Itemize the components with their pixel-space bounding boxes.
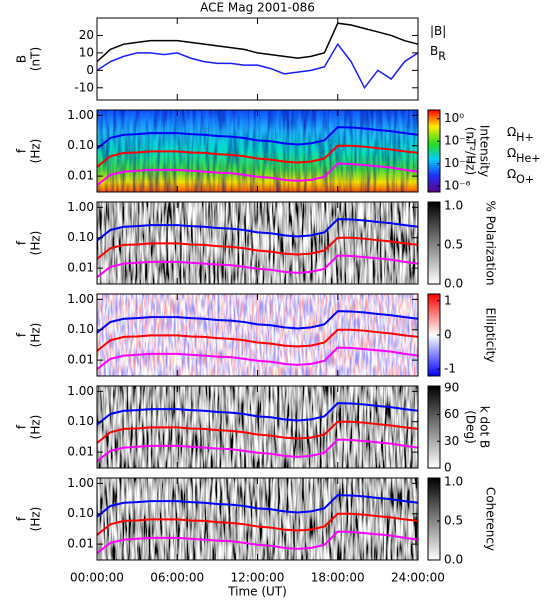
legend-entry: ΩHe+ [507,146,541,165]
y-tick-label: 0.01 [67,353,94,367]
y-tick-label: -10 [74,80,94,94]
y-tick-label: 0.10 [67,138,94,152]
y-tick-label: 1.00 [67,476,94,490]
y-unit: (Hz) [29,139,43,164]
gyrofrequency-line [96,310,419,334]
y-label: B [15,55,29,63]
y-unit: (Hz) [29,507,43,532]
y-tick-label: 0.10 [67,230,94,244]
colorbar-unit: (Deg) [464,410,478,444]
colorbar-tick-label: 10⁰ [444,111,464,125]
y-tick-label: 0.01 [67,537,94,551]
legend-entry: BR [430,44,446,63]
colorbar-tick-label: 60 [444,407,459,421]
y-unit: (nT) [29,47,43,71]
colorbar-tick-label: 1.0 [444,474,463,488]
legend-entry-sub: He+ [516,152,540,165]
gyrofrequency-line [96,144,419,168]
colorbar-label: % Polarization [484,201,498,286]
gyrofrequency-line [96,218,419,242]
gyrofrequency-line [96,236,419,260]
colorbar-tick-label: 1.0 [444,198,463,212]
colorbar-tick-label: 90 [444,380,459,394]
gyrofrequency-line [96,420,419,444]
colorbar-tick-label: 1 [444,293,452,307]
gyrofrequency-line [96,402,419,426]
y-tick-label: 0.01 [67,261,94,275]
y-unit: (Hz) [29,323,43,348]
colorbar [427,201,441,285]
colorbar-tick-label: 10⁻⁴ [444,156,471,170]
y-tick-label: 20 [79,28,94,42]
y-label: f [15,148,29,153]
gyrofrequency-line [96,346,419,371]
legend-entry-main: Ω [507,125,516,139]
legend-entry: ΩH+ [507,125,534,144]
gyrofrequency-line [96,438,419,463]
colorbar-tick-label: -1 [444,362,456,376]
legend-entry-main: Ω [507,167,516,181]
colorbar-tick-label: 10⁻² [444,134,471,148]
colorbar-tick-label: 30 [444,434,459,448]
colorbar [427,385,441,469]
x-tick-label: 06:00:00 [150,571,204,585]
legend-entry: ΩO+ [507,167,534,186]
colorbar-label: Coherency [484,487,498,551]
y-unit: (Hz) [29,231,43,256]
legend-entry-main: |B| [430,24,446,38]
gyrofrequency-line [96,254,419,279]
y-unit: (Hz) [29,415,43,440]
y-label: f [15,516,29,521]
data-line [96,22,419,63]
colorbar-tick-label: 0.5 [444,237,463,251]
gyrofrequency-line [96,530,419,555]
colorbar [427,477,441,561]
y-tick-label: 0.10 [67,414,94,428]
legend-entry-sub: R [438,50,446,63]
gyrofrequency-line [96,328,419,352]
colorbar-unit: (nT²/Hz) [464,127,478,175]
y-tick-label: 1.00 [67,384,94,398]
y-tick-label: 1.00 [67,108,94,122]
legend-entry-main: B [430,44,438,58]
x-label: Time (UT) [227,585,287,599]
y-label: f [15,332,29,337]
y-label: f [15,240,29,245]
gyrofrequency-line [96,512,419,536]
colorbar-tick-label: 0 [444,461,452,475]
y-tick-label: 1.00 [67,200,94,214]
y-tick-label: 0 [86,63,94,77]
y-tick-label: 0.01 [67,445,94,459]
gyrofrequency-line [96,162,419,187]
y-tick-label: 0.10 [67,506,94,520]
y-tick-label: 0.01 [67,169,94,183]
y-tick-label: 10 [79,45,94,59]
x-tick-label: 12:00:00 [231,571,285,585]
data-line [96,42,419,90]
y-tick-label: 0.10 [67,322,94,336]
colorbar [427,109,441,193]
x-tick-label: 18:00:00 [311,571,365,585]
colorbar-label: k dot B [478,406,492,448]
colorbar-tick-label: 0.0 [444,553,463,567]
colorbar-tick-label: 0.5 [444,513,463,527]
colorbar-tick-label: 0 [444,328,452,342]
gyrofrequency-line [96,126,419,150]
legend-entry-main: Ω [507,146,516,160]
colorbar-label: Intensity [478,125,492,177]
y-label: f [15,424,29,429]
legend-entry: |B| [430,24,446,38]
colorbar-tick-label: 0.0 [444,277,463,291]
y-tick-label: 1.00 [67,292,94,306]
colorbar-tick-label: 10⁻⁶ [444,179,471,193]
chart-title: ACE Mag 2001-086 [200,1,315,15]
gyrofrequency-line [96,494,419,518]
x-tick-label: 24:00:00 [391,571,445,585]
x-tick-label: 00:00:00 [70,571,124,585]
colorbar-label: Ellipticity [484,308,498,363]
legend-entry-sub: H+ [516,131,534,144]
legend-entry-sub: O+ [516,173,534,186]
